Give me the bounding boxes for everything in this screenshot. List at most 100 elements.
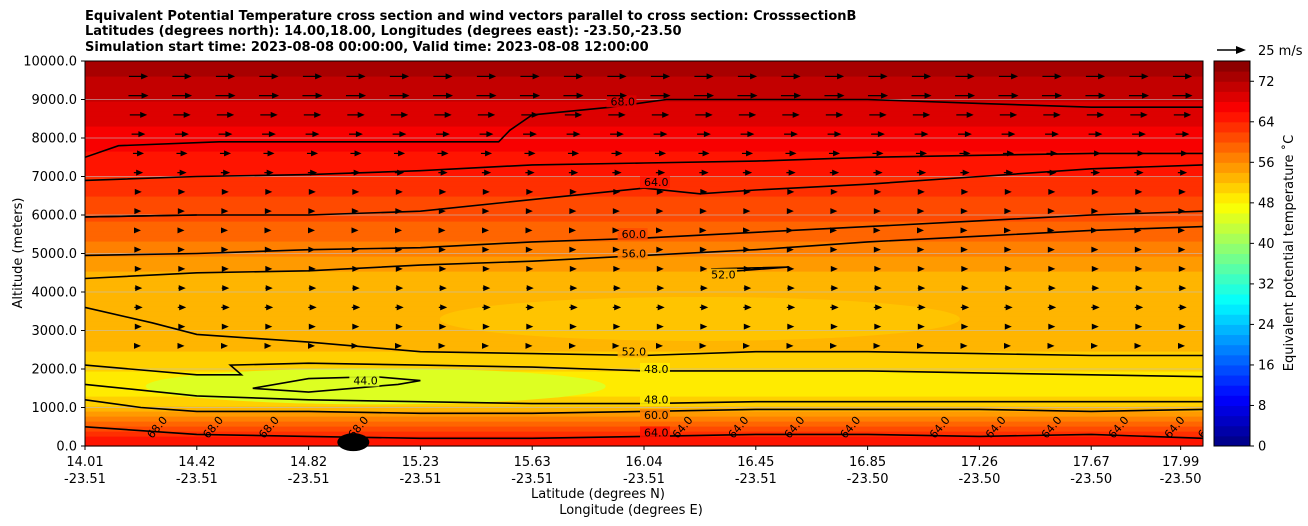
wind-arrow-head <box>402 92 410 99</box>
colorbar-segment <box>1214 253 1250 265</box>
wind-arrow <box>916 169 927 176</box>
wind-arrow-head <box>178 285 186 292</box>
wind-arrow <box>869 111 887 118</box>
wind-arrow-head <box>1178 246 1186 253</box>
wind-arrow-head <box>1098 73 1106 80</box>
x-tick-label-lon: -23.51 <box>735 472 777 487</box>
wind-arrow <box>480 150 493 157</box>
contour-band <box>85 436 1203 442</box>
colorbar-segment <box>1214 223 1250 234</box>
contour-band <box>85 281 1203 287</box>
wind-arrow <box>482 265 490 272</box>
wind-arrow-head <box>743 246 751 253</box>
wind-arrow-head <box>964 131 972 138</box>
wind-arrow-head <box>960 227 968 234</box>
wind-arrow <box>958 131 972 138</box>
wind-arrow <box>395 208 403 215</box>
wind-arrow-head <box>1004 342 1011 349</box>
wind-arrow <box>175 131 189 138</box>
wind-arrow-head <box>786 342 794 349</box>
wind-arrow-head <box>439 285 447 292</box>
x-tick-label-lon: -23.51 <box>176 472 218 487</box>
y-tick-label: 1000.0 <box>32 401 78 416</box>
wind-arrow-head <box>656 323 664 330</box>
wind-arrow <box>221 285 230 292</box>
wind-vectors <box>128 73 1193 349</box>
wind-arrow-head <box>923 111 931 118</box>
wind-key-arrow-head <box>1236 46 1246 54</box>
colorbar-segment <box>1214 405 1250 417</box>
wind-arrow-head <box>180 150 188 157</box>
y-tick-label: 2000.0 <box>32 363 78 378</box>
wind-arrow-head <box>743 188 751 195</box>
wind-arrow <box>1004 265 1012 272</box>
x-tick-label-lat: 15.63 <box>514 455 551 470</box>
wind-arrow-head <box>1010 111 1018 118</box>
wind-arrow-head <box>788 169 796 176</box>
contour-band <box>85 171 1203 177</box>
wind-arrow <box>437 150 449 157</box>
wind-arrow <box>699 246 707 253</box>
colorbar-segment <box>1214 131 1250 143</box>
wind-arrow <box>569 227 576 234</box>
wind-arrow-head <box>395 323 403 330</box>
wind-arrow-head <box>1047 227 1055 234</box>
wind-arrow <box>1089 150 1102 157</box>
wind-arrow <box>785 150 797 157</box>
colorbar-segment <box>1214 121 1250 133</box>
wind-arrow-head <box>705 111 713 118</box>
wind-arrow-head <box>699 246 707 253</box>
wind-arrow <box>1091 304 1100 311</box>
contour-band <box>85 111 1203 117</box>
wind-arrow-head <box>355 131 363 138</box>
wind-arrow-head <box>482 227 489 234</box>
y-tick-label: 9000.0 <box>32 93 78 108</box>
wind-arrow <box>656 227 663 234</box>
wind-arrow <box>607 73 627 80</box>
wind-arrow <box>917 188 925 195</box>
contour-band <box>85 126 1203 132</box>
colorbar-segment <box>1214 283 1250 295</box>
wind-arrow <box>873 227 881 234</box>
wind-arrow <box>308 208 316 215</box>
wind-arrow <box>1178 208 1186 215</box>
wind-arrow <box>134 342 141 349</box>
chart-title-line-3: Simulation start time: 2023-08-08 00:00:… <box>85 40 649 55</box>
wind-arrow-head <box>660 131 668 138</box>
wind-arrow-head <box>1005 304 1013 311</box>
x-tick-label-lon: -23.50 <box>1160 472 1202 487</box>
wind-arrow-head <box>525 342 533 349</box>
wind-arrow-head <box>134 323 142 330</box>
wind-arrow-head <box>786 208 794 215</box>
wind-arrow-head <box>658 169 666 176</box>
wind-arrow-head <box>308 342 315 349</box>
wind-arrow <box>1135 285 1143 292</box>
wind-arrow-head <box>1094 150 1102 157</box>
wind-arrow-head <box>1097 111 1105 118</box>
colorbar-segment <box>1214 192 1250 204</box>
wind-arrow <box>1047 342 1055 349</box>
wind-arrow <box>655 169 666 176</box>
wind-arrow-head <box>526 188 534 195</box>
wind-arrow-head <box>314 111 322 118</box>
wind-arrow <box>523 131 537 138</box>
wind-arrow-head <box>571 169 579 176</box>
wind-arrow <box>265 285 273 292</box>
wind-arrow-head <box>961 285 969 292</box>
wind-arrow <box>830 227 837 234</box>
wind-arrow-head <box>743 342 750 349</box>
wind-arrow <box>477 111 496 118</box>
wind-arrow <box>482 246 490 253</box>
wind-arrow <box>265 265 273 272</box>
wind-arrow-head <box>445 73 453 80</box>
wind-arrow-head <box>1008 131 1016 138</box>
wind-arrow <box>654 150 667 157</box>
wind-arrow-head <box>265 285 273 292</box>
wind-arrow <box>302 92 323 99</box>
wind-arrow-head <box>834 131 842 138</box>
colorbar-segment <box>1214 425 1250 437</box>
colorbar-segment <box>1214 142 1250 153</box>
wind-arrow-head <box>787 285 795 292</box>
wind-arrow-head <box>482 188 490 195</box>
wind-arrow <box>650 73 671 80</box>
